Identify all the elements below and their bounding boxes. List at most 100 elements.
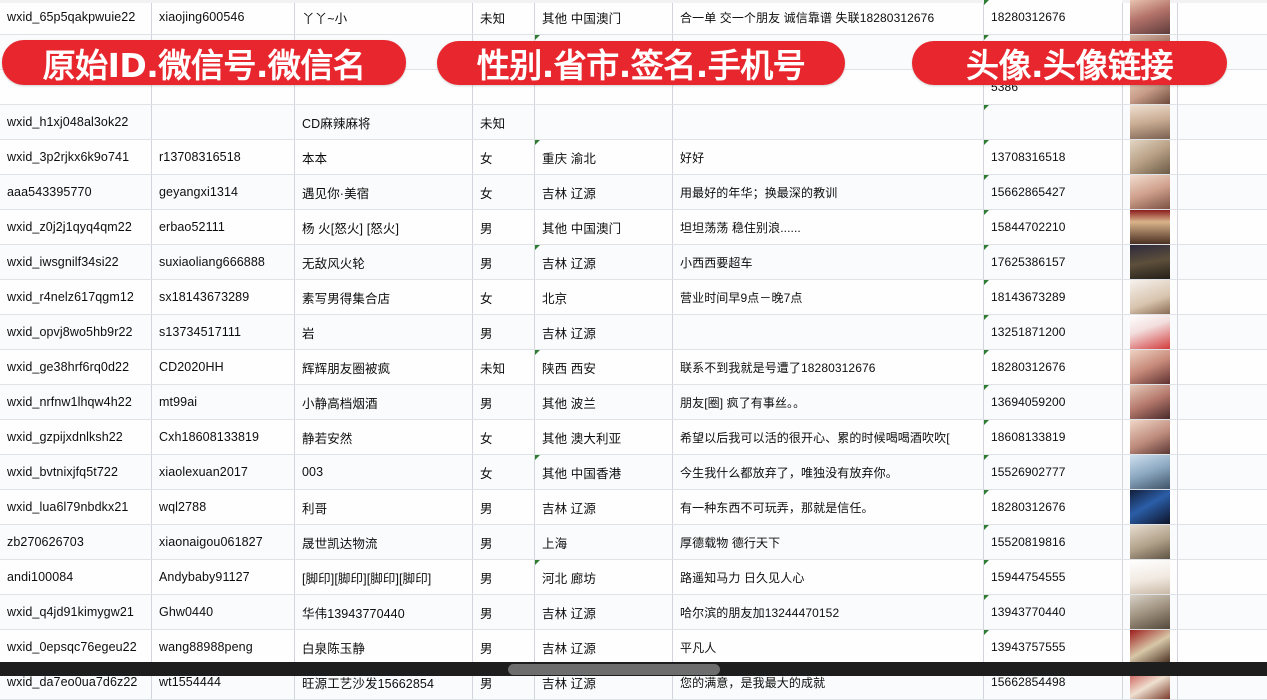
cell-original-id[interactable]: wxid_q4jd91kimygw21 — [0, 595, 152, 630]
cell-avatar[interactable] — [1123, 560, 1178, 595]
cell-province-city[interactable]: 其他 中国澳门 — [535, 210, 673, 245]
cell-original-id[interactable]: wxid_nrfnw1lhqw4h22 — [0, 385, 152, 420]
cell-avatar-spacer[interactable] — [1178, 420, 1267, 455]
cell-phone-number[interactable]: 17625386157 — [984, 245, 1123, 280]
cell-avatar-spacer[interactable] — [1178, 595, 1267, 630]
cell-avatar[interactable] — [1123, 245, 1178, 280]
cell-signature[interactable]: 希望以后我可以活的很开心、累的时候喝喝酒吹吹[ — [673, 420, 984, 455]
cell-wechat-name[interactable]: [脚印][脚印][脚印][脚印] — [295, 560, 473, 595]
cell-wechat-name[interactable]: 本本 — [295, 140, 473, 175]
cell-signature[interactable]: 好好 — [673, 140, 984, 175]
cell-original-id[interactable]: wxid_r4nelz617qgm12 — [0, 280, 152, 315]
cell-wechat-name[interactable]: 白泉陈玉静 — [295, 630, 473, 665]
cell-province-city[interactable]: 吉林 辽源 — [535, 490, 673, 525]
cell-gender[interactable]: 男 — [473, 210, 535, 245]
cell-gender[interactable]: 男 — [473, 560, 535, 595]
cell-phone-number[interactable]: 18608133819 — [984, 420, 1123, 455]
cell-avatar[interactable] — [1123, 140, 1178, 175]
cell-gender[interactable]: 男 — [473, 525, 535, 560]
cell-avatar[interactable] — [1123, 455, 1178, 490]
cell-wechat-name[interactable]: 无敌风火轮 — [295, 245, 473, 280]
cell-gender[interactable]: 男 — [473, 490, 535, 525]
cell-avatar[interactable] — [1123, 420, 1178, 455]
cell-wechat-name[interactable]: CD麻辣麻将 — [295, 105, 473, 140]
cell-wechat-name[interactable]: 素写男得集合店 — [295, 280, 473, 315]
cell-gender[interactable]: 男 — [473, 630, 535, 665]
cell-province-city[interactable]: 吉林 辽源 — [535, 175, 673, 210]
cell-phone-number[interactable]: 13694059200 — [984, 385, 1123, 420]
cell-gender[interactable]: 男 — [473, 385, 535, 420]
cell-wechat-id[interactable]: erbao52111 — [152, 210, 295, 245]
cell-original-id[interactable]: zb270626703 — [0, 525, 152, 560]
cell-avatar-spacer[interactable] — [1178, 560, 1267, 595]
cell-province-city[interactable] — [535, 105, 673, 140]
cell-avatar-spacer[interactable] — [1178, 0, 1267, 35]
cell-province-city[interactable]: 吉林 辽源 — [535, 315, 673, 350]
cell-signature[interactable] — [673, 105, 984, 140]
cell-original-id[interactable]: andi100084 — [0, 560, 152, 595]
cell-wechat-name[interactable]: 静若安然 — [295, 420, 473, 455]
cell-wechat-name[interactable]: 岩 — [295, 315, 473, 350]
cell-signature[interactable]: 合一单 交一个朋友 诚信靠谱 失联18280312676 — [673, 0, 984, 35]
cell-wechat-name[interactable]: 利哥 — [295, 490, 473, 525]
cell-avatar[interactable] — [1123, 280, 1178, 315]
cell-avatar-spacer[interactable] — [1178, 385, 1267, 420]
cell-province-city[interactable]: 其他 中国澳门 — [535, 0, 673, 35]
cell-gender[interactable]: 男 — [473, 595, 535, 630]
cell-wechat-name[interactable]: 小静高档烟酒 — [295, 385, 473, 420]
cell-gender[interactable]: 未知 — [473, 105, 535, 140]
cell-wechat-id[interactable]: xiaonaigou061827 — [152, 525, 295, 560]
cell-avatar-spacer[interactable] — [1178, 315, 1267, 350]
cell-avatar-spacer[interactable] — [1178, 525, 1267, 560]
cell-avatar[interactable] — [1123, 630, 1178, 665]
cell-wechat-id[interactable]: xiaolexuan2017 — [152, 455, 295, 490]
cell-wechat-id[interactable] — [152, 105, 295, 140]
cell-avatar[interactable] — [1123, 595, 1178, 630]
horizontal-scrollbar-thumb[interactable] — [508, 664, 720, 675]
cell-signature[interactable]: 平凡人 — [673, 630, 984, 665]
cell-wechat-id[interactable]: Andybaby91127 — [152, 560, 295, 595]
cell-avatar-spacer[interactable] — [1178, 490, 1267, 525]
cell-wechat-name[interactable]: 华伟13943770440 — [295, 595, 473, 630]
cell-wechat-id[interactable]: sx18143673289 — [152, 280, 295, 315]
cell-gender[interactable]: 男 — [473, 245, 535, 280]
cell-signature[interactable]: 哈尔滨的朋友加13244470152 — [673, 595, 984, 630]
cell-phone-number[interactable]: 15520819816 — [984, 525, 1123, 560]
cell-phone-number[interactable]: 15944754555 — [984, 560, 1123, 595]
cell-signature[interactable]: 坦坦荡荡 稳住别浪...... — [673, 210, 984, 245]
cell-original-id[interactable]: wxid_h1xj048al3ok22 — [0, 105, 152, 140]
cell-wechat-id[interactable]: suxiaoliang666888 — [152, 245, 295, 280]
cell-original-id[interactable]: wxid_gzpijxdnlksh22 — [0, 420, 152, 455]
table-row[interactable]: wxid_h1xj048al3ok22CD麻辣麻将未知http://wx.qlo… — [0, 105, 1267, 140]
cell-signature[interactable]: 有一种东西不可玩弄，那就是信任。 — [673, 490, 984, 525]
cell-avatar-spacer[interactable] — [1178, 105, 1267, 140]
cell-province-city[interactable]: 吉林 辽源 — [535, 630, 673, 665]
cell-province-city[interactable]: 重庆 渝北 — [535, 140, 673, 175]
cell-gender[interactable]: 女 — [473, 280, 535, 315]
cell-phone-number[interactable]: 13251871200 — [984, 315, 1123, 350]
cell-province-city[interactable]: 上海 — [535, 525, 673, 560]
cell-gender[interactable]: 女 — [473, 455, 535, 490]
cell-phone-number[interactable]: 13943770440 — [984, 595, 1123, 630]
cell-avatar-spacer[interactable] — [1178, 140, 1267, 175]
cell-wechat-id[interactable]: wang88988peng — [152, 630, 295, 665]
cell-signature[interactable]: 厚德载物 德行天下 — [673, 525, 984, 560]
cell-signature[interactable]: 用最好的年华；换最深的教训 — [673, 175, 984, 210]
cell-avatar[interactable] — [1123, 350, 1178, 385]
cell-original-id[interactable]: wxid_z0j2j1qyq4qm22 — [0, 210, 152, 245]
cell-signature[interactable]: 联系不到我就是号遭了18280312676 — [673, 350, 984, 385]
cell-gender[interactable]: 未知 — [473, 350, 535, 385]
cell-phone-number[interactable]: 13943757555 — [984, 630, 1123, 665]
cell-original-id[interactable]: wxid_bvtnixjfq5t722 — [0, 455, 152, 490]
cell-wechat-id[interactable]: s13734517111 — [152, 315, 295, 350]
cell-signature[interactable]: 今生我什么都放弃了，唯独没有放弃你。 — [673, 455, 984, 490]
cell-wechat-name[interactable]: 晟世凯达物流 — [295, 525, 473, 560]
